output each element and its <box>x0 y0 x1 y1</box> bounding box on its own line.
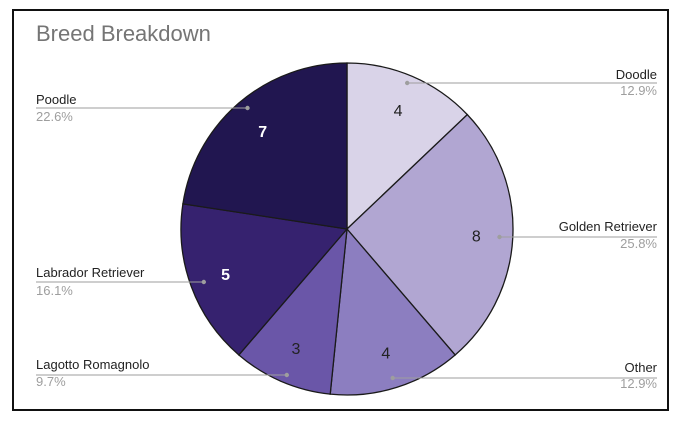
leader-dot-doodle <box>405 80 410 86</box>
slice-value-poodle: 7 <box>258 124 267 141</box>
leader-dot-labrador-retriever <box>201 279 206 285</box>
pie-slice-doodle <box>346 62 469 231</box>
slice-label-other: Other <box>624 360 657 375</box>
pie-slice-other <box>329 227 457 396</box>
slice-value-labrador-retriever: 5 <box>221 267 230 284</box>
slice-percent-lagotto-romagnolo: 9.7% <box>36 374 66 389</box>
leader-dot-poodle <box>245 105 250 111</box>
slice-percent-doodle: 12.9% <box>620 83 657 98</box>
slice-value-doodle: 4 <box>394 103 403 120</box>
slice-label-labrador-retriever: Labrador Retriever <box>36 265 145 280</box>
pie-slice-lagotto-romagnolo <box>237 227 348 395</box>
slice-value-golden-retriever: 8 <box>472 229 481 246</box>
slice-percent-golden-retriever: 25.8% <box>620 236 657 251</box>
slice-label-poodle: Poodle <box>36 92 76 107</box>
slice-value-other: 4 <box>381 346 390 363</box>
chart-title: Breed Breakdown <box>36 21 211 46</box>
slice-percent-poodle: 22.6% <box>36 109 73 124</box>
slice-label-doodle: Doodle <box>616 67 657 82</box>
leader-dot-golden-retriever <box>497 234 502 240</box>
slice-label-lagotto-romagnolo: Lagotto Romagnolo <box>36 357 149 372</box>
slice-value-lagotto-romagnolo: 3 <box>291 341 300 358</box>
slice-label-golden-retriever: Golden Retriever <box>559 219 658 234</box>
slice-percent-other: 12.9% <box>620 376 657 391</box>
leader-dot-lagotto-romagnolo <box>284 372 289 378</box>
slice-percent-labrador-retriever: 16.1% <box>36 283 73 298</box>
leader-dot-other <box>390 375 395 381</box>
pie-slice-labrador-retriever <box>180 203 349 356</box>
pie-slice-poodle <box>182 62 348 230</box>
